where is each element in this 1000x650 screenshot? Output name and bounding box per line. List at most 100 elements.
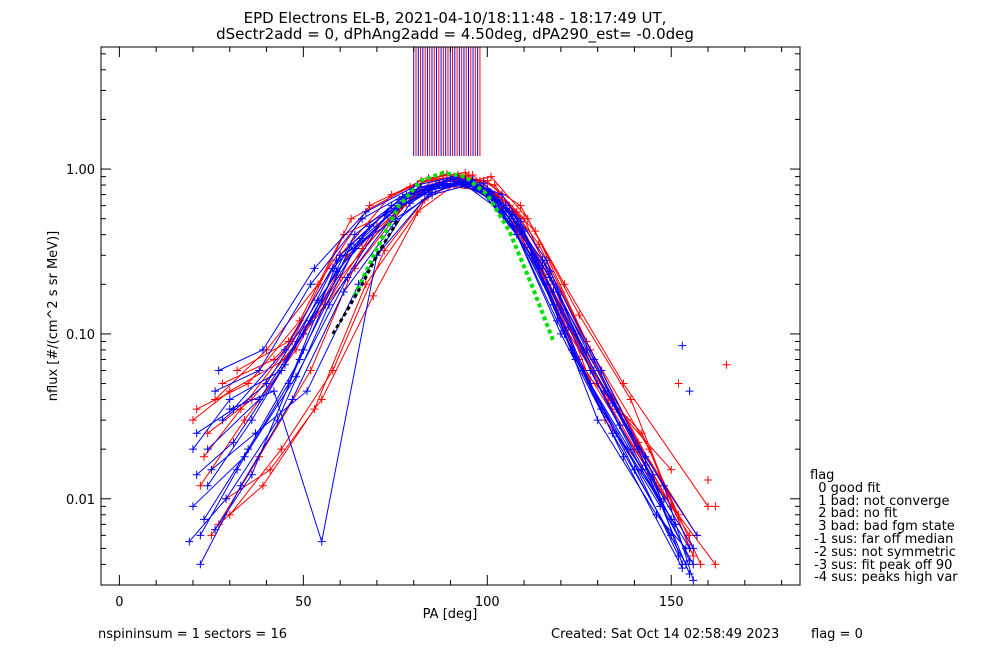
- legend-item: 3 bad: bad fgm state: [810, 519, 955, 535]
- blue-data-point: [446, 174, 455, 183]
- blue-data-point: [310, 264, 319, 273]
- red-data-point: [207, 531, 216, 540]
- blue-data-point: [185, 537, 194, 546]
- blue-series-line: [192, 179, 694, 581]
- blue-data-point: [303, 387, 312, 396]
- blue-data-point: [692, 531, 701, 540]
- blue-data-point: [218, 416, 227, 425]
- red-data-point: [200, 452, 209, 461]
- red-data-point: [188, 416, 197, 425]
- red-data-point: [218, 379, 227, 388]
- blue-outlier-point: [685, 387, 694, 396]
- blue-data-point: [689, 576, 698, 585]
- red-data-point: [711, 560, 720, 569]
- axes-layer: 0 50 100 150 0.01 0.10 1.00: [66, 47, 800, 610]
- legend-item: -2 sus: not symmetric: [810, 544, 956, 560]
- green-fit-line: [352, 170, 556, 343]
- blue-data-point: [306, 280, 315, 289]
- legend-item: -4 sus: peaks high var: [810, 570, 958, 586]
- chart-subtitle: dSectr2add = 0, dPhAng2add = 4.50deg, dP…: [216, 25, 694, 44]
- red-data-point: [689, 551, 698, 560]
- blue-data-point: [424, 190, 433, 199]
- blue-data-point: [689, 560, 698, 569]
- red-series-line: [218, 176, 691, 549]
- blue-data-point: [229, 438, 238, 447]
- blue-data-point: [659, 481, 668, 490]
- blue-series-line: [196, 182, 691, 562]
- blue-data-point: [589, 355, 598, 364]
- red-data-point: [575, 311, 584, 320]
- blue-series-line: [188, 180, 691, 575]
- red-data-point: [277, 445, 286, 454]
- red-data-point: [461, 168, 470, 177]
- blue-data-point: [593, 416, 602, 425]
- red-series-line: [199, 177, 672, 507]
- blue-data-point: [545, 267, 554, 276]
- red-data-point: [486, 172, 495, 181]
- blue-data-point: [291, 372, 300, 381]
- blue-data-point: [247, 416, 256, 425]
- blue-data-point: [280, 360, 289, 369]
- y-tick-label: 0.10: [66, 328, 95, 343]
- legend-item: 2 bad: no fit: [810, 506, 898, 522]
- blue-series-line: [214, 182, 694, 549]
- blue-data-point: [188, 502, 197, 511]
- blue-data-point: [258, 345, 267, 354]
- red-outlier-point: [674, 379, 683, 388]
- blue-data-point: [236, 481, 245, 490]
- legend-item: -1 sus: far off median: [810, 531, 954, 547]
- x-tick-label: 0: [115, 595, 123, 610]
- blue-data-point: [556, 305, 565, 314]
- blue-data-point: [196, 531, 205, 540]
- red-outlier-point: [722, 360, 731, 369]
- blue-data-point: [689, 544, 698, 553]
- blue-data-point: [332, 267, 341, 276]
- black-fit-line: [331, 217, 401, 335]
- footer-created: Created: Sat Oct 14 02:58:49 2023: [551, 627, 780, 642]
- footer-spin-info: nspininsum = 1 sectors = 16: [98, 627, 287, 642]
- red-data-point: [266, 465, 275, 474]
- y-axis-label: nflux [#/(cm^2 s sr MeV)]: [46, 231, 61, 401]
- red-data-point: [626, 395, 635, 404]
- footer-flag: flag = 0: [811, 627, 863, 642]
- red-data-point: [317, 395, 326, 404]
- blue-data-point: [207, 465, 216, 474]
- y-tick-label: 1.00: [66, 163, 95, 178]
- blue-data-point: [567, 345, 576, 354]
- blue-data-point: [685, 556, 694, 565]
- blue-data-point: [428, 188, 437, 197]
- chart-title: EPD Electrons EL-B, 2021-04-10/18:11:48 …: [244, 9, 667, 27]
- blue-data-point: [196, 560, 205, 569]
- blue-data-point: [457, 179, 466, 188]
- blue-data-point: [512, 214, 521, 223]
- blue-data-point: [192, 429, 201, 438]
- red-data-point: [523, 214, 532, 223]
- blue-data-point: [538, 261, 547, 270]
- red-series-line: [236, 174, 672, 507]
- red-data-point: [192, 405, 201, 414]
- red-data-point: [240, 416, 249, 425]
- red-outlier-point: [711, 502, 720, 511]
- red-data-point: [233, 366, 242, 375]
- blue-data-point: [420, 186, 429, 195]
- red-data-point: [696, 560, 705, 569]
- blue-data-point: [280, 345, 289, 354]
- x-tick-label: 100: [475, 595, 500, 610]
- red-data-point: [685, 531, 694, 540]
- blue-data-point: [200, 515, 209, 524]
- legend-item: 1 bad: not converge: [810, 493, 950, 509]
- legend-item: 0 good fit: [810, 480, 881, 496]
- blue-series-line: [199, 180, 687, 549]
- blue-data-point: [350, 230, 359, 239]
- blue-data-point: [251, 429, 260, 438]
- legend-item: -3 sus: fit peak off 90: [810, 557, 953, 573]
- data-layer: [185, 47, 731, 585]
- red-series-line: [225, 177, 698, 536]
- red-outlier-point: [704, 476, 713, 485]
- blue-data-point: [612, 429, 621, 438]
- legend-title: flag: [810, 468, 835, 483]
- red-data-point: [413, 207, 422, 216]
- red-data-point: [244, 379, 253, 388]
- red-series-line: [229, 174, 716, 565]
- red-data-point: [306, 366, 315, 375]
